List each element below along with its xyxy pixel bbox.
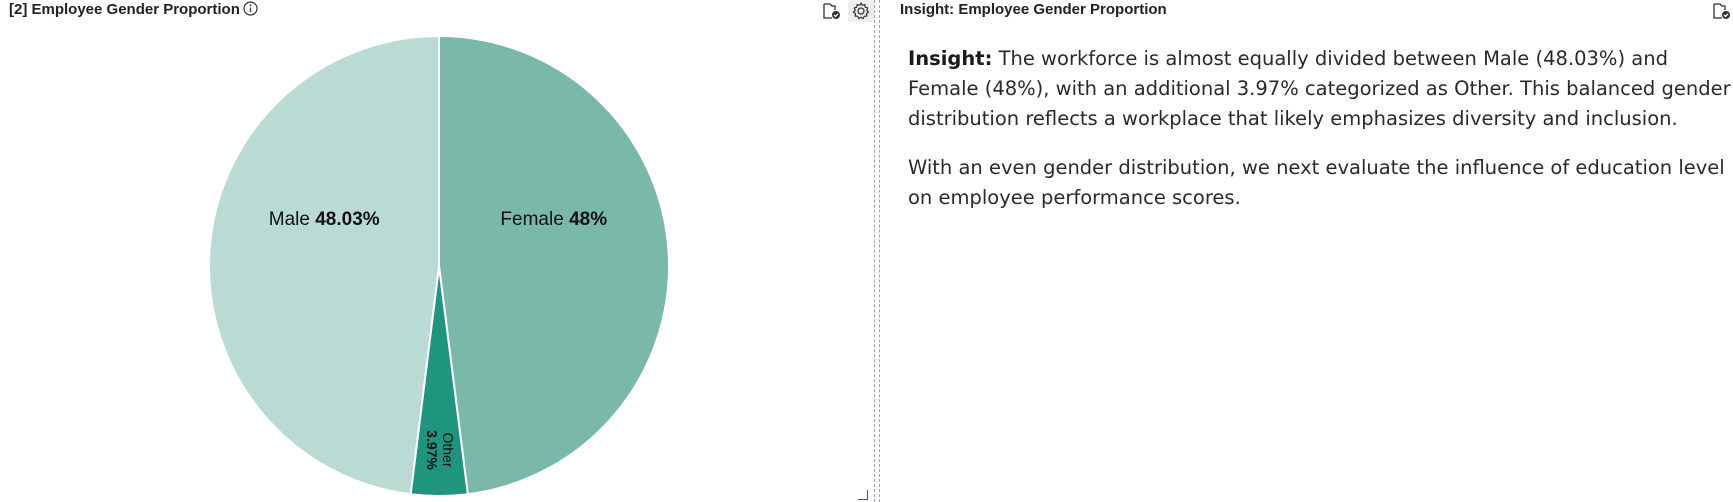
gear-icon[interactable]	[848, 0, 874, 22]
pie-slice-female[interactable]	[438, 34, 670, 496]
insight-panel: Insight: Employee Gender Proportion Insi…	[888, 0, 1733, 502]
pie-slice-male[interactable]	[208, 34, 440, 496]
folder-check-icon[interactable]	[1708, 0, 1733, 22]
pie-label-other: Other3.97%	[424, 430, 456, 470]
pie-label-female: Female 48%	[500, 209, 607, 230]
followup-paragraph: With an even gender distribution, we nex…	[908, 156, 1725, 209]
chart-panel: [2] Employee Gender Proportion Female 48…	[9, 0, 874, 500]
folder-check-icon[interactable]	[818, 0, 844, 22]
resize-handle[interactable]	[858, 490, 868, 500]
panel-divider[interactable]	[874, 0, 875, 502]
panel-divider-secondary	[879, 0, 880, 502]
insight-body: Insight: The workforce is almost equally…	[908, 44, 1733, 232]
chart-panel-title: [2] Employee Gender Proportion	[9, 1, 258, 21]
insight-paragraph: Insight: The workforce is almost equally…	[908, 44, 1733, 134]
info-circle-icon[interactable]	[243, 1, 258, 21]
insight-label: Insight:	[908, 47, 993, 70]
insight-text: The workforce is almost equally divided …	[908, 47, 1731, 130]
pie-label-male: Male 48.03%	[269, 209, 380, 230]
pie-chart: Female 48% Other3.97% Male 48.03%	[208, 34, 670, 497]
insight-panel-title: Insight: Employee Gender Proportion	[900, 1, 1167, 18]
chart-title-text: [2] Employee Gender Proportion	[9, 1, 240, 18]
